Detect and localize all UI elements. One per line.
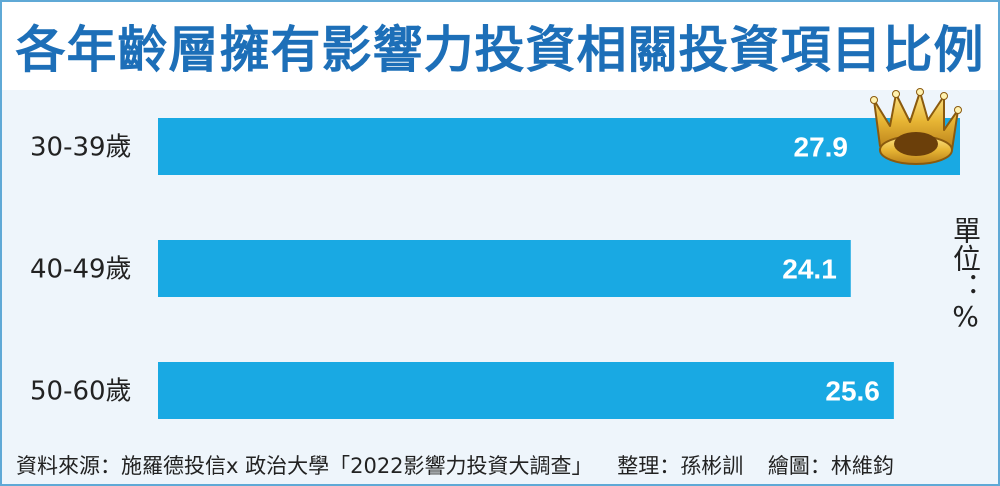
source-text: 資料來源：施羅德投信x 政治大學「2022影響力投資大調查」 <box>16 454 593 478</box>
category-label: 50-60歲 <box>30 377 132 407</box>
value-label: 25.6 <box>825 376 880 407</box>
bar <box>158 362 894 419</box>
value-label: 27.9 <box>794 132 849 163</box>
bar <box>158 240 851 297</box>
bar <box>158 118 960 175</box>
crown-icon <box>870 88 962 165</box>
title-band <box>2 2 998 90</box>
editor-credit: 整理：孫彬訓 <box>617 454 744 478</box>
illustrator-credit: 繪圖：林維鈞 <box>767 454 894 478</box>
unit-label: 單位：% <box>949 216 982 333</box>
category-label: 40-49歲 <box>30 255 132 285</box>
chart-title: 各年齡層擁有影響力投資相關投資項目比例 <box>15 21 985 79</box>
value-label: 24.1 <box>782 254 837 285</box>
source-line: 資料來源：施羅德投信x 政治大學「2022影響力投資大調查」 整理：孫彬訓 繪圖… <box>16 450 986 480</box>
category-label: 30-39歲 <box>30 133 132 163</box>
